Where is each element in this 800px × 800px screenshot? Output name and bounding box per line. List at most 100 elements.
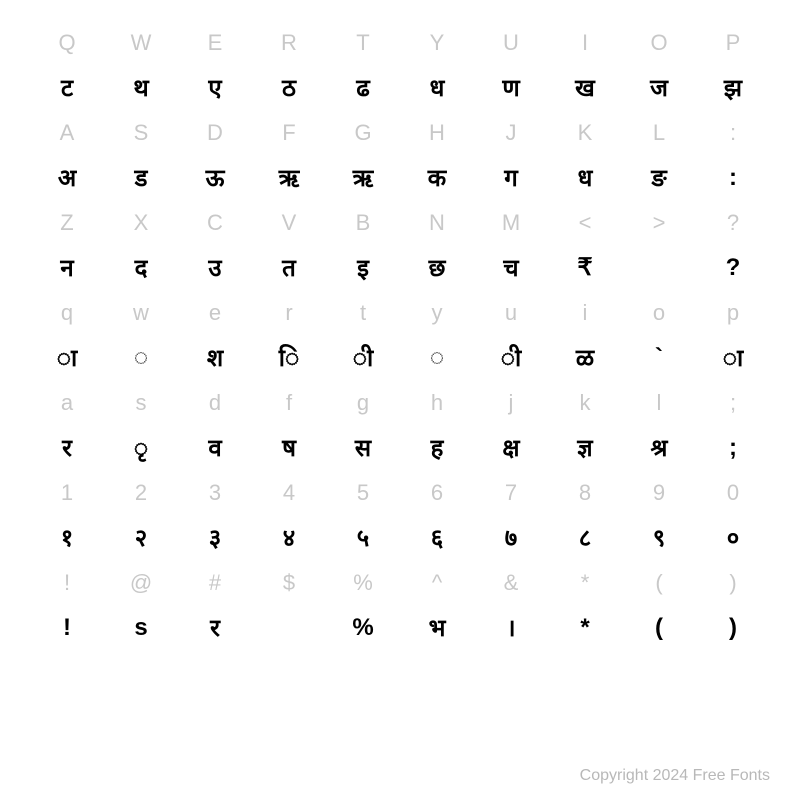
key-label: r xyxy=(252,290,326,335)
glyph: ङ xyxy=(622,155,696,200)
key-label: d xyxy=(178,380,252,425)
glyph: क xyxy=(400,155,474,200)
key-label: w xyxy=(104,290,178,335)
glyph: ५ xyxy=(326,515,400,560)
key-label: P xyxy=(696,20,770,65)
key-label: h xyxy=(400,380,474,425)
glyph: ध xyxy=(548,155,622,200)
key-label: : xyxy=(696,110,770,155)
glyph: ◌ xyxy=(104,335,178,380)
glyph: ी xyxy=(474,335,548,380)
glyph: श्र xyxy=(622,425,696,470)
glyph: ) xyxy=(696,605,770,650)
key-label: R xyxy=(252,20,326,65)
glyph: ी xyxy=(326,335,400,380)
key-label: 7 xyxy=(474,470,548,515)
glyph: १ xyxy=(30,515,104,560)
glyph: । xyxy=(474,605,548,650)
key-label: ) xyxy=(696,560,770,605)
key-label: e xyxy=(178,290,252,335)
glyph: ड xyxy=(104,155,178,200)
key-label: 9 xyxy=(622,470,696,515)
glyph: भ xyxy=(400,605,474,650)
key-label: F xyxy=(252,110,326,155)
glyph: ग xyxy=(474,155,548,200)
key-label: q xyxy=(30,290,104,335)
glyph: ष xyxy=(252,425,326,470)
glyph: ९ xyxy=(622,515,696,560)
key-label: 8 xyxy=(548,470,622,515)
glyph: ( xyxy=(622,605,696,650)
key-label: A xyxy=(30,110,104,155)
key-label: D xyxy=(178,110,252,155)
glyph: ◌ xyxy=(400,335,474,380)
glyph: ज xyxy=(622,65,696,110)
glyph: २ xyxy=(104,515,178,560)
key-label: Q xyxy=(30,20,104,65)
glyph: झ xyxy=(696,65,770,110)
key-label: M xyxy=(474,200,548,245)
glyph: ा xyxy=(696,335,770,380)
key-label: W xyxy=(104,20,178,65)
glyph: : xyxy=(696,155,770,200)
key-label: 2 xyxy=(104,470,178,515)
key-label: ? xyxy=(696,200,770,245)
key-label: @ xyxy=(104,560,178,605)
glyph: ४ xyxy=(252,515,326,560)
glyph xyxy=(622,245,696,290)
glyph: ा xyxy=(30,335,104,380)
glyph: ` xyxy=(622,335,696,380)
glyph: छ xyxy=(400,245,474,290)
key-label: V xyxy=(252,200,326,245)
glyph: उ xyxy=(178,245,252,290)
key-label: j xyxy=(474,380,548,425)
glyph: श xyxy=(178,335,252,380)
glyph: ध xyxy=(400,65,474,110)
glyph: ६ xyxy=(400,515,474,560)
glyph: ह xyxy=(400,425,474,470)
glyph: % xyxy=(326,605,400,650)
glyph: क्ष xyxy=(474,425,548,470)
glyph: ₹ xyxy=(548,245,622,290)
key-label: & xyxy=(474,560,548,605)
key-label: u xyxy=(474,290,548,335)
key-label: U xyxy=(474,20,548,65)
glyph: इ xyxy=(326,245,400,290)
key-label: Z xyxy=(30,200,104,245)
key-label: 3 xyxy=(178,470,252,515)
glyph: ; xyxy=(696,425,770,470)
glyph: ण xyxy=(474,65,548,110)
key-label: % xyxy=(326,560,400,605)
key-label: 1 xyxy=(30,470,104,515)
character-map-grid: Q W E R T Y U I O P ट थ ए ठ ढ ध ण ख ज झ … xyxy=(30,20,770,650)
glyph: त xyxy=(252,245,326,290)
key-label: I xyxy=(548,20,622,65)
glyph: व xyxy=(178,425,252,470)
key-label: 4 xyxy=(252,470,326,515)
glyph: ! xyxy=(30,605,104,650)
glyph xyxy=(252,605,326,650)
key-label: i xyxy=(548,290,622,335)
key-label: $ xyxy=(252,560,326,605)
key-label: ; xyxy=(696,380,770,425)
key-label: S xyxy=(104,110,178,155)
key-label: K xyxy=(548,110,622,155)
key-label: 5 xyxy=(326,470,400,515)
key-label: ( xyxy=(622,560,696,605)
glyph: ख xyxy=(548,65,622,110)
key-label: * xyxy=(548,560,622,605)
key-label: < xyxy=(548,200,622,245)
glyph: ळ xyxy=(548,335,622,380)
glyph: ट xyxy=(30,65,104,110)
glyph: र xyxy=(178,605,252,650)
key-label: f xyxy=(252,380,326,425)
key-label: t xyxy=(326,290,400,335)
key-label: o xyxy=(622,290,696,335)
glyph: ? xyxy=(696,245,770,290)
glyph: ऋ xyxy=(326,155,400,200)
glyph: s xyxy=(104,605,178,650)
key-label: ^ xyxy=(400,560,474,605)
key-label: a xyxy=(30,380,104,425)
glyph: च xyxy=(474,245,548,290)
glyph: * xyxy=(548,605,622,650)
